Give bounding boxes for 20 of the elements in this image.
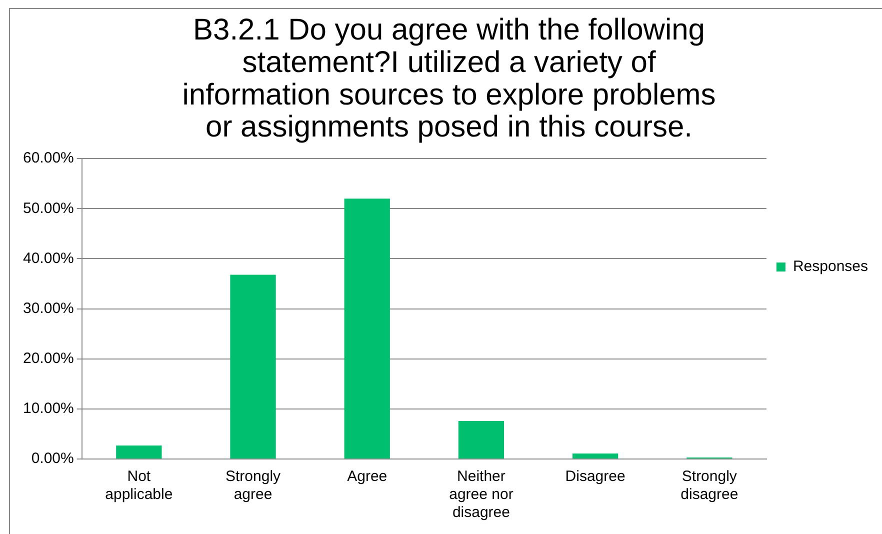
x-tick-label: Neither agree nor disagree bbox=[449, 468, 514, 522]
bar bbox=[458, 420, 504, 458]
x-tick-label: Agree bbox=[347, 468, 388, 486]
y-tick-label: 50.00% bbox=[23, 200, 74, 217]
y-tick-label: 10.00% bbox=[23, 400, 74, 418]
y-tick-label: 60.00% bbox=[23, 150, 74, 167]
bar bbox=[230, 274, 276, 458]
x-tick-label: Not applicable bbox=[105, 468, 173, 504]
chart-title: B3.2.1 Do you agree with the following statement?I utilized a variety of information sources to explore problems or assignments posed in this course. bbox=[182, 13, 716, 144]
legend-label: Responses bbox=[792, 258, 868, 276]
x-tick-label: Strongly disagree bbox=[680, 468, 738, 504]
y-tick-label: 30.00% bbox=[23, 300, 74, 317]
bar bbox=[116, 445, 162, 458]
x-tick-label: Strongly agree bbox=[226, 468, 282, 504]
x-tick-label: Disagree bbox=[565, 468, 626, 486]
bar bbox=[572, 453, 618, 458]
y-tick-label: 0.00% bbox=[31, 450, 74, 468]
y-tick-label: 20.00% bbox=[23, 350, 74, 368]
bar bbox=[344, 198, 390, 458]
y-tick-label: 40.00% bbox=[23, 250, 74, 267]
